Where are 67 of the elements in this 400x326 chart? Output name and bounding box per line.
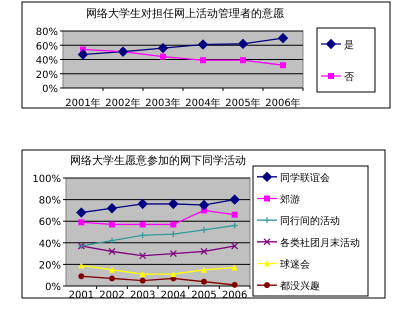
y-tick-label: 100% (32, 174, 61, 185)
point (170, 221, 176, 228)
x-tick-label: 2001年 (65, 97, 101, 109)
y-tick-label: 20% (36, 70, 58, 81)
point (170, 230, 177, 238)
x-tick-label: 2004年 (185, 97, 221, 109)
point (139, 252, 146, 260)
point (170, 250, 177, 258)
point (199, 200, 209, 210)
point (201, 266, 207, 273)
point (160, 54, 166, 60)
point (230, 194, 240, 205)
point (200, 248, 208, 256)
y-tick-label: 40% (38, 238, 61, 250)
point (240, 57, 246, 64)
y-tick-label: 40% (36, 56, 58, 66)
point (109, 221, 115, 228)
x-tick-label: 2006年 (265, 97, 301, 109)
point (109, 266, 115, 273)
x-tick-label: 2002年 (105, 97, 141, 109)
point (200, 226, 208, 234)
point (158, 43, 168, 54)
y-tick-label: 80% (38, 196, 61, 207)
chart-title: 网络大学生对担任网上活动管理者的意愿 (86, 7, 284, 20)
y-tick-label: 60% (36, 41, 58, 52)
point (238, 38, 248, 49)
x-tick-label: 2005年 (225, 97, 261, 109)
point (198, 40, 208, 50)
legend-label: 各类社团月末活动 (280, 236, 360, 249)
point (108, 248, 116, 256)
point (76, 208, 86, 218)
y-tick-label: 0% (42, 84, 58, 95)
point (280, 62, 286, 68)
point (78, 219, 84, 226)
point (200, 57, 206, 64)
point (278, 33, 288, 44)
legend-label: 是 (344, 40, 354, 51)
point (232, 264, 238, 271)
point (78, 50, 88, 60)
point (140, 271, 146, 278)
point (232, 282, 238, 288)
point (168, 198, 178, 209)
legend-label: 否 (344, 72, 354, 83)
legend-label: 同学联谊会 (280, 172, 330, 184)
point (78, 262, 84, 268)
point (170, 271, 176, 278)
legend-label: 都没兴趣 (280, 280, 320, 292)
point (78, 273, 84, 280)
point (109, 275, 115, 282)
point (107, 203, 117, 214)
legend-label: 郊游 (280, 194, 300, 206)
point (232, 212, 238, 218)
y-tick-label: 20% (38, 260, 61, 272)
point (139, 232, 146, 239)
point (201, 278, 207, 285)
point (138, 198, 148, 209)
point (140, 221, 146, 228)
point (140, 278, 146, 284)
y-tick-label: 60% (38, 217, 61, 228)
y-tick-label: 0% (45, 282, 61, 293)
legend-label: 同行间的活动 (280, 215, 340, 228)
chart-title: 网络大学生愿意参加的网下同学活动 (70, 154, 246, 167)
legend-label: 球迷会 (280, 258, 310, 270)
x-tick-label: 2003年 (145, 97, 181, 109)
y-tick-label: 80% (36, 27, 58, 38)
point (108, 237, 116, 244)
point (231, 242, 238, 250)
